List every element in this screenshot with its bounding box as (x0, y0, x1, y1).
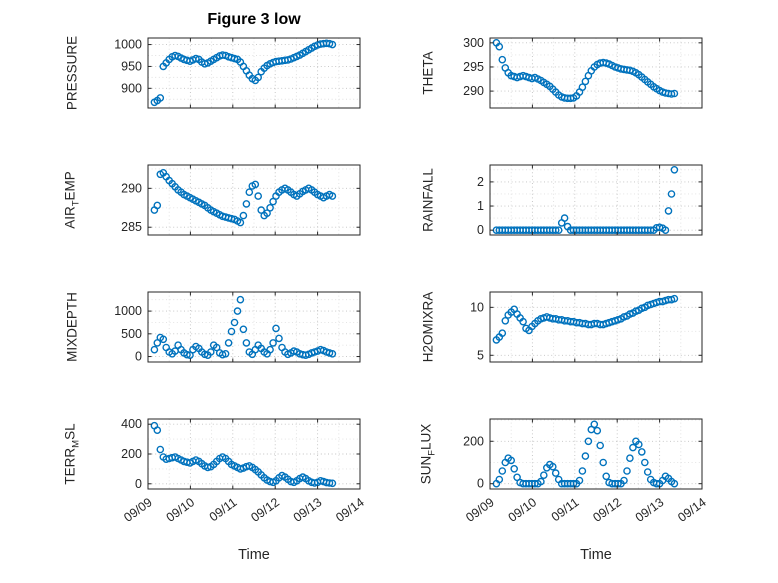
y-tick-label: 950 (121, 59, 142, 73)
x-tick-label: 09/11 (207, 495, 240, 524)
x-tick-label: 09/14 (675, 495, 709, 525)
y-tick-label: 285 (121, 220, 142, 234)
y-tick-label: 400 (121, 417, 142, 431)
plot-area-pressure: 900 950 1000 (114, 37, 361, 109)
subplot-terr-msl: TERRMSL 0 200 400 09/09 09/10 09/11 09/12 09/13… (44, 409, 370, 561)
ylabel-rainfall: RAINFALL (420, 168, 436, 232)
plot-area-mixdepth: 0 500 1000 (114, 291, 361, 364)
ylabel-sun-flux: SUNFLUX (418, 423, 438, 485)
ylabel-theta: THETA (420, 51, 436, 95)
x-tick-label: 09/12 (590, 495, 624, 525)
y-tick-label: 0 (477, 477, 484, 491)
y-tick-label: 10 (470, 300, 484, 314)
subplot-pressure: PRESSURE 900 950 1000 (44, 28, 370, 120)
y-tick-label: 500 (121, 327, 142, 341)
subplot-h2omixra: H2OMIXRA 5 10 (386, 282, 712, 374)
y-tick-label: 1 (477, 199, 484, 213)
ylabel-h2omixra: H2OMIXRA (420, 291, 436, 363)
y-tick-label: 295 (463, 60, 484, 74)
y-tick-label: 2 (477, 175, 484, 189)
subplot-theta: THETA 290 295 300 (386, 28, 712, 120)
plot-area-terr-msl: 0 200 400 09/09 09/10 09/11 09/12 09/13 09/14 (121, 417, 367, 525)
y-tick-label: 200 (121, 447, 142, 461)
y-tick-label: 0 (135, 350, 142, 364)
y-tick-label: 1000 (114, 304, 142, 318)
plot-area-sun-flux: 0 200 09/09 09/10 09/11 09/12 09/13 09/14 (463, 418, 709, 525)
y-tick-label: 0 (477, 223, 484, 237)
ylabel-pressure: PRESSURE (64, 35, 80, 111)
y-tick-label: 900 (121, 81, 142, 95)
y-tick-label: 290 (121, 181, 142, 195)
x-tick-label: 09/09 (463, 495, 497, 525)
subplot-sun-flux: SUNFLUX 0 200 09/09 09/10 09/11 09/12 09/13 09/… (386, 409, 712, 561)
x-tick-label: 09/12 (248, 495, 282, 525)
ylabel-terr-msl: TERRMSL (62, 423, 82, 485)
x-axis-label-left: Time (238, 547, 270, 563)
x-axis-label-right: Time (580, 547, 612, 563)
x-tick-label: 09/10 (164, 495, 198, 525)
subplot-rainfall: RAINFALL 0 1 2 (386, 155, 712, 247)
y-tick-label: 0 (135, 477, 142, 491)
subplot-air-temp: AIRTEMP 285 290 (44, 155, 370, 247)
ylabel-mixdepth: MIXDEPTH (64, 292, 80, 362)
x-tick-label: 09/09 (121, 495, 155, 525)
y-tick-label: 1000 (114, 38, 142, 52)
plot-area-h2omixra: 5 10 (470, 291, 703, 363)
plot-area-theta: 290 295 300 (463, 36, 703, 109)
figure-title: Figure 3 low (207, 11, 301, 28)
ylabel-air-temp: AIRTEMP (62, 171, 82, 229)
x-tick-label: 09/11 (549, 495, 582, 524)
subplot-mixdepth: MIXDEPTH 0 500 1000 (44, 282, 370, 374)
plot-area-rainfall: 0 1 2 (477, 164, 703, 237)
y-tick-label: 300 (463, 36, 484, 50)
y-tick-label: 200 (463, 434, 484, 448)
x-tick-label: 09/10 (506, 495, 540, 525)
x-tick-label: 09/13 (633, 495, 667, 525)
x-tick-label: 09/13 (291, 495, 325, 525)
x-tick-label: 09/14 (333, 495, 367, 525)
y-tick-label: 5 (477, 348, 484, 362)
plot-area-air-temp: 285 290 (121, 164, 361, 236)
y-tick-label: 290 (463, 84, 484, 98)
